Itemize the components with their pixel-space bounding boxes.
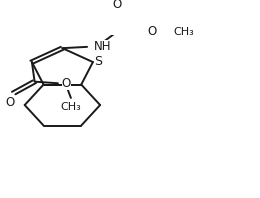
Text: O: O (62, 77, 71, 90)
Text: NH: NH (94, 40, 111, 53)
Text: S: S (94, 55, 102, 68)
Text: CH₃: CH₃ (61, 102, 81, 112)
Text: CH₃: CH₃ (173, 27, 194, 37)
Text: O: O (147, 25, 156, 38)
Text: O: O (112, 0, 122, 11)
Text: O: O (5, 95, 14, 109)
